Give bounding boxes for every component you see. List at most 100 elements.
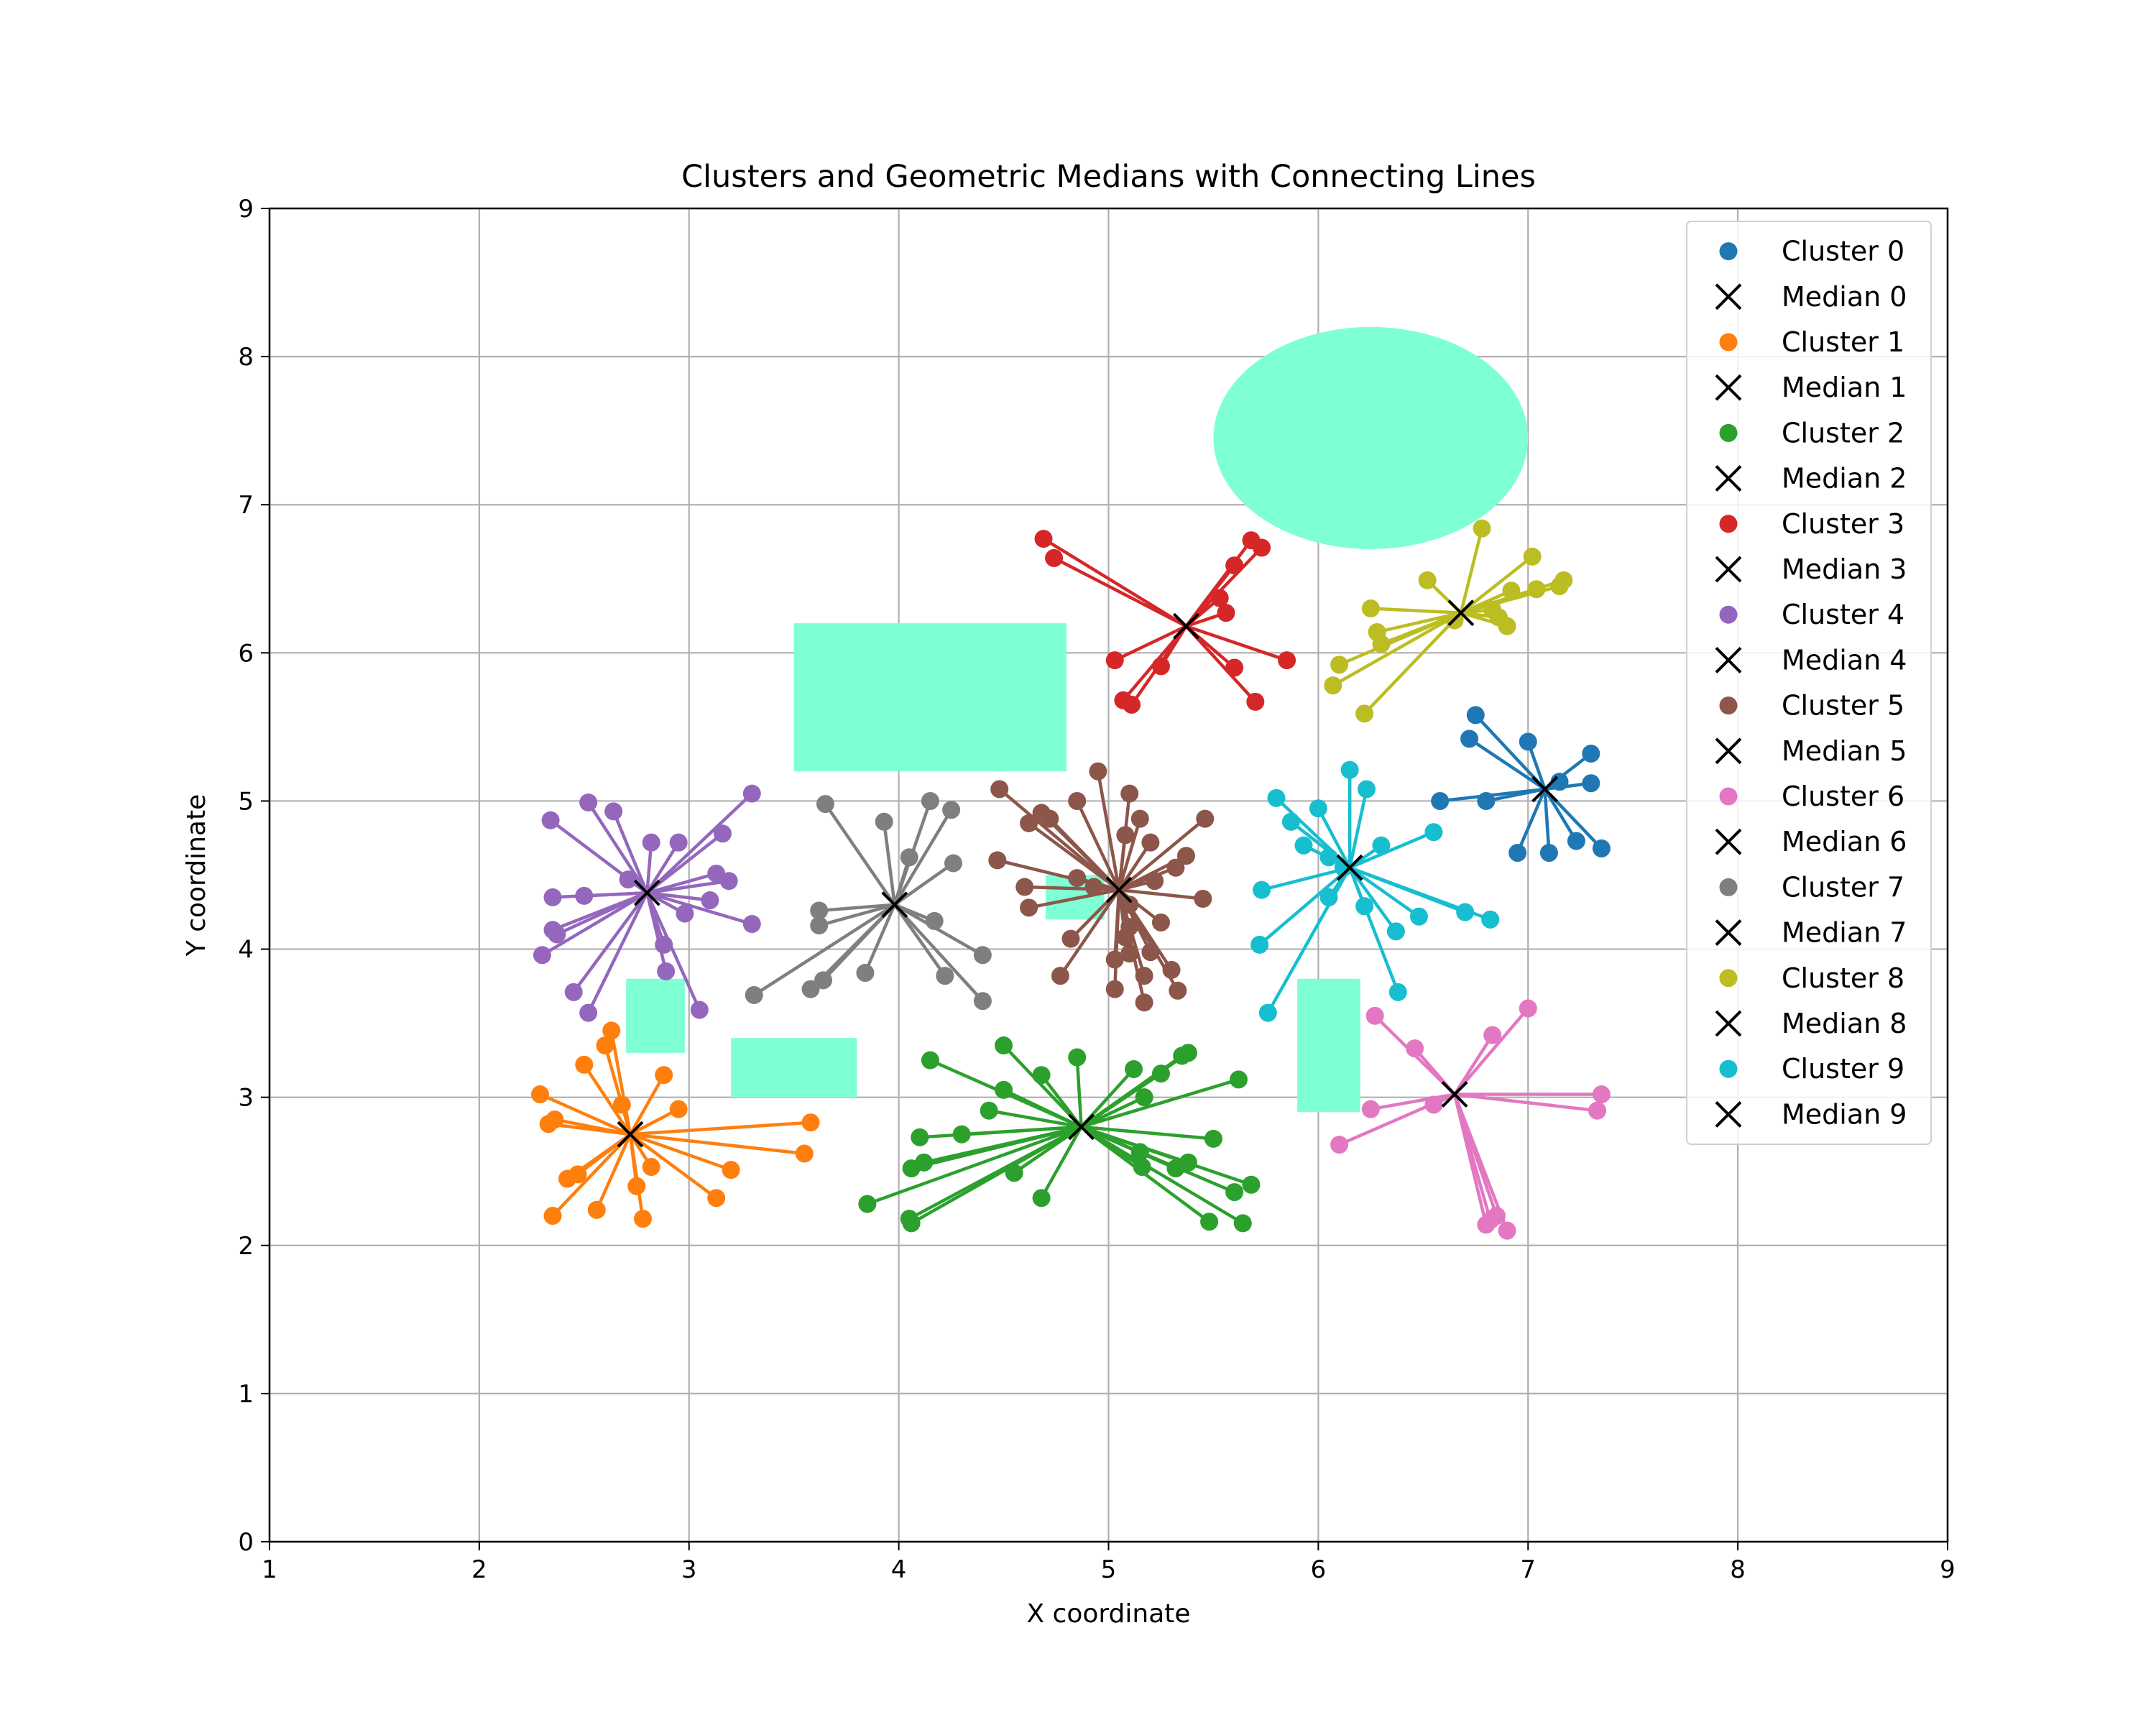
cluster-3-point <box>1246 692 1265 711</box>
connecting-line <box>645 892 701 1011</box>
legend-cluster-label: Cluster 9 <box>1782 1053 1904 1085</box>
legend-median-marker <box>1715 646 1742 673</box>
cluster-2-point <box>1204 1129 1222 1148</box>
legend-median-marker <box>1715 374 1742 401</box>
median-3-marker <box>1173 612 1199 640</box>
cluster-7-point <box>816 795 834 814</box>
legend-cluster-label: Cluster 0 <box>1782 236 1904 267</box>
cluster-3-point <box>1225 658 1244 677</box>
legend-median-label: Median 6 <box>1782 826 1907 857</box>
cluster-9-point <box>1355 897 1374 916</box>
cluster-3-point <box>1278 651 1296 670</box>
chart-title: Clusters and Geometric Medians with Conn… <box>681 159 1536 195</box>
cluster-0-point <box>1567 832 1585 850</box>
cluster-9-point <box>1358 780 1376 799</box>
y-tick-label: 6 <box>238 639 254 668</box>
connecting-line <box>646 891 752 926</box>
cluster-4-point <box>619 870 637 889</box>
cluster-9-point <box>1267 788 1286 807</box>
cluster-2-point <box>1166 1159 1185 1178</box>
connecting-line <box>609 1030 632 1135</box>
connecting-line <box>1460 555 1534 615</box>
connecting-line <box>1053 556 1187 628</box>
cluster-8-point <box>1324 676 1342 695</box>
connecting-line <box>552 891 648 899</box>
connecting-line <box>819 903 895 927</box>
connecting-line <box>1338 611 1462 666</box>
legend-median-marker <box>1715 1010 1742 1037</box>
cluster-3-point <box>1034 530 1053 548</box>
legend-cluster-label: Cluster 2 <box>1782 417 1904 448</box>
cluster-1-point <box>801 1113 820 1132</box>
connecting-line <box>630 1121 811 1136</box>
cluster-8-point <box>1330 656 1349 674</box>
cluster-2-point <box>1005 1164 1023 1182</box>
connecting-line <box>863 903 896 974</box>
cluster-2-point <box>1130 1143 1149 1162</box>
cluster-2-point <box>1151 1064 1170 1083</box>
cluster-1-point <box>575 1055 594 1074</box>
x-axis-label: X coordinate <box>1026 1599 1190 1629</box>
cluster-9-point <box>1258 1003 1277 1022</box>
connecting-line <box>1114 625 1187 662</box>
connecting-line <box>893 903 985 1003</box>
legend-median-label: Median 3 <box>1782 553 1907 585</box>
cluster-2-point <box>921 1051 939 1070</box>
legend: Cluster 0 Median 0 Cluster 1 Median 1 Cluste… <box>1686 221 1932 1145</box>
cluster-4-point <box>543 888 562 906</box>
cluster-0-point <box>1582 744 1600 763</box>
legend-cluster-label: Cluster 6 <box>1782 781 1904 812</box>
connecting-line <box>1081 1125 1214 1141</box>
cluster-8-point <box>1372 635 1391 653</box>
cluster-2-point <box>915 1153 934 1172</box>
legend-cluster-marker <box>1719 878 1738 896</box>
cluster-8-point <box>1355 704 1374 723</box>
connecting-line <box>1080 1077 1240 1129</box>
legend-median-marker <box>1715 465 1742 492</box>
legend-median-label: Median 9 <box>1782 1098 1907 1130</box>
obstacle-shapes <box>626 326 1529 1113</box>
cluster-9-point <box>1340 760 1359 779</box>
connecting-line <box>1348 866 1420 919</box>
legend-median-label: Median 5 <box>1782 735 1907 767</box>
connecting-line <box>629 1133 718 1200</box>
cluster-5-point <box>1135 967 1153 985</box>
cluster-4-point <box>655 935 673 954</box>
legend-cluster-label: Cluster 8 <box>1782 962 1904 994</box>
cluster-6-point <box>1483 1026 1502 1044</box>
cluster-8-point <box>1527 580 1546 599</box>
cluster-5-point <box>1120 784 1139 803</box>
x-tick-label: 7 <box>1520 1555 1536 1584</box>
connecting-line <box>1454 1092 1598 1113</box>
cluster-5-point <box>1105 980 1124 998</box>
connecting-line <box>645 832 724 895</box>
cluster-5-point <box>1141 833 1160 852</box>
cluster-4-point <box>742 784 761 803</box>
connecting-line <box>1348 866 1398 933</box>
cluster-4-point <box>713 824 732 843</box>
cluster-2-point <box>911 1128 929 1146</box>
cluster-5-point <box>1194 889 1212 908</box>
cluster-5-point <box>1162 960 1181 979</box>
cluster-6-point <box>1588 1101 1607 1120</box>
cluster-4-point <box>548 925 566 944</box>
cluster-9-point <box>1409 907 1428 926</box>
cluster-8-point <box>1361 599 1380 617</box>
legend-cluster-marker <box>1719 1059 1738 1078</box>
cluster-5-point <box>1051 967 1069 985</box>
legend-median-marker <box>1715 283 1742 310</box>
connecting-line <box>595 1133 632 1211</box>
connecting-line <box>1002 1044 1083 1128</box>
cluster-5-point <box>1068 869 1087 888</box>
cluster-6-point <box>1330 1136 1349 1154</box>
cluster-5-point <box>1169 981 1187 1000</box>
connecting-line <box>1059 888 1120 977</box>
connecting-line <box>1080 1072 1162 1128</box>
cluster-0-point <box>1431 791 1450 810</box>
cluster-1-point <box>539 1115 558 1133</box>
cluster-5-point <box>1176 847 1195 865</box>
cluster-4-point <box>701 891 719 910</box>
legend-median-label: Median 2 <box>1782 463 1907 494</box>
connecting-line <box>1370 1092 1455 1111</box>
cluster-5-point <box>1135 993 1153 1012</box>
